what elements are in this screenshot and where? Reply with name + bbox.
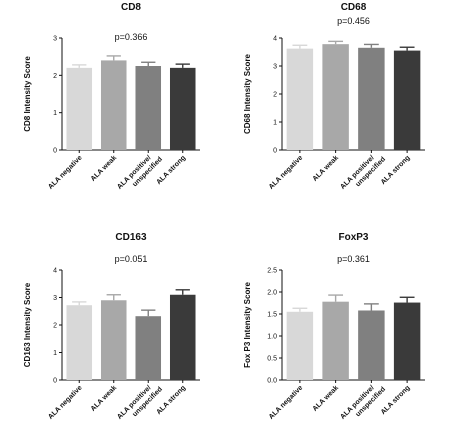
x-category-label: ALA negative xyxy=(47,154,83,190)
x-category-label: ALA weak xyxy=(312,154,340,182)
y-axis-label: Fox P3 Intensity Score xyxy=(243,282,252,368)
y-axis-label: CD68 Intensity Score xyxy=(243,53,252,134)
bar-2 xyxy=(358,310,385,380)
p-value-annotation: p=0.456 xyxy=(337,16,370,26)
chart-panel-3: FoxP3 p=0.361 0.0 0.5 1.0 1.5 2.0 2.5 Fox P3 Int… xyxy=(243,232,425,428)
bar-2 xyxy=(358,47,385,150)
y-tick-label: 1.0 xyxy=(267,334,277,341)
y-axis-label: CD8 Intensity Score xyxy=(23,56,32,132)
bar-3 xyxy=(393,302,421,380)
chart-title: CD8 xyxy=(121,2,141,13)
y-tick-label: 3 xyxy=(273,64,277,71)
bar-3 xyxy=(169,67,196,150)
y-tick-label: 3 xyxy=(53,36,57,43)
bar-3 xyxy=(393,50,421,150)
x-category-label: ALA positive/unspecified xyxy=(339,150,387,198)
y-axis-label: CD163 Intensity Score xyxy=(23,282,32,367)
y-tick-label: 3 xyxy=(53,295,57,302)
chart-title: CD163 xyxy=(115,232,147,243)
y-tick-label: 0.0 xyxy=(267,378,277,385)
bar-0 xyxy=(66,67,93,150)
bar-2 xyxy=(135,66,162,150)
y-tick-label: 2.5 xyxy=(267,268,277,275)
p-value-annotation: p=0.361 xyxy=(337,254,370,264)
y-tick-label: 4 xyxy=(53,268,57,275)
x-category-label: ALA weak xyxy=(312,384,340,412)
bar-2 xyxy=(135,316,162,380)
y-tick-label: 1 xyxy=(53,110,57,117)
bar-1 xyxy=(322,301,349,380)
y-tick-label: 1 xyxy=(53,350,57,357)
chart-panel-0: CD8 p=0.366 0 1 2 3 CD8 Intensity Score ALA neg… xyxy=(23,2,200,198)
x-category-label: ALA positive/unspecified xyxy=(116,380,164,428)
x-category-label: ALA positive/unspecified xyxy=(339,380,387,428)
chart-title: FoxP3 xyxy=(338,232,368,243)
p-value-annotation: p=0.051 xyxy=(115,254,148,264)
y-tick-label: 4 xyxy=(273,36,277,43)
y-tick-label: 2 xyxy=(273,92,277,99)
y-tick-label: 1.5 xyxy=(267,312,277,319)
bar-0 xyxy=(66,305,93,380)
y-tick-label: 2 xyxy=(53,323,57,330)
bar-0 xyxy=(286,311,314,380)
bar-1 xyxy=(100,60,127,150)
y-tick-label: 0 xyxy=(53,148,57,155)
p-value-annotation: p=0.366 xyxy=(115,32,148,42)
y-tick-label: 0.5 xyxy=(267,356,277,363)
y-tick-label: 2.0 xyxy=(267,290,277,297)
x-category-label: ALA negative xyxy=(268,154,304,190)
chart-panel-2: CD163 p=0.051 0 1 2 3 4 CD163 Intensity Score AL… xyxy=(23,232,200,428)
x-category-label: ALA negative xyxy=(47,384,83,420)
y-tick-label: 2 xyxy=(53,73,57,80)
chart-title: CD68 xyxy=(341,2,367,13)
y-tick-label: 0 xyxy=(273,148,277,155)
y-tick-label: 1 xyxy=(273,120,277,127)
x-category-label: ALA weak xyxy=(90,154,118,182)
x-category-label: ALA negative xyxy=(268,384,304,420)
y-tick-label: 0 xyxy=(53,378,57,385)
bar-1 xyxy=(100,300,127,380)
chart-panel-1: CD68 p=0.456 0 1 2 3 4 CD68 Intensity Score ALA … xyxy=(243,2,425,198)
bar-0 xyxy=(286,48,314,150)
bar-3 xyxy=(169,294,196,380)
x-category-label: ALA weak xyxy=(90,384,118,412)
x-category-label: ALA positive/unspecified xyxy=(116,150,164,198)
bar-1 xyxy=(322,44,349,150)
